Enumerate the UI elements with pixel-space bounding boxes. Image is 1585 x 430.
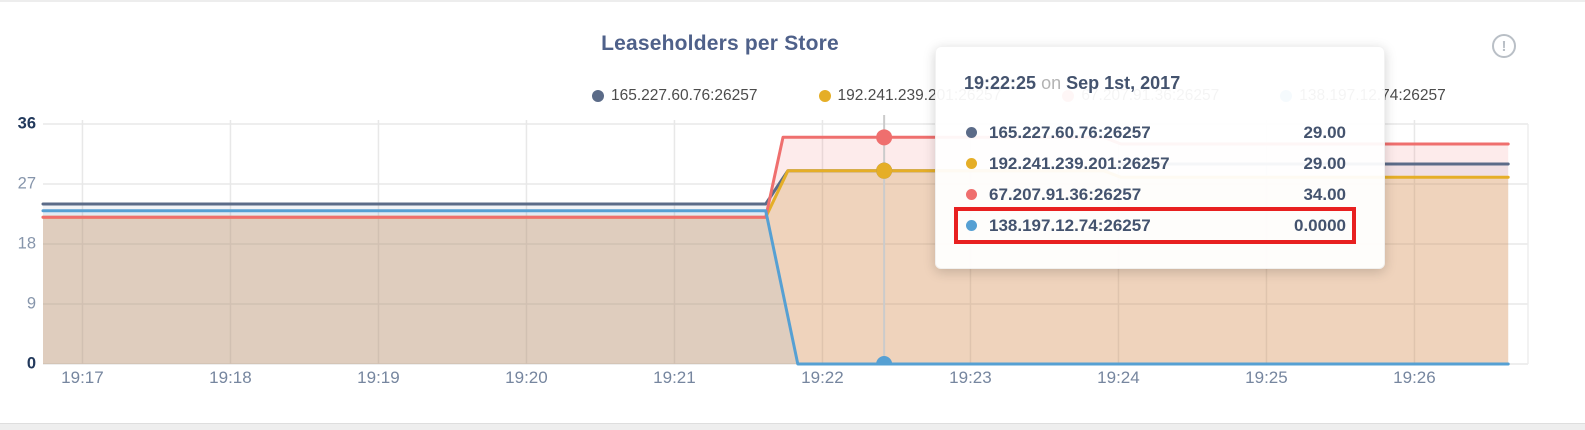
tooltip-series-label: 192.241.239.201:26257 — [989, 153, 1170, 173]
series-line — [41, 209, 1510, 366]
tooltip-row: 192.241.239.201:26257 29.00 — [960, 148, 1346, 179]
x-axis-label: 19:19 — [357, 368, 400, 387]
tooltip-series-value: 34.00 — [1303, 184, 1346, 204]
hover-dot — [876, 162, 893, 179]
y-axis-label: 9 — [26, 294, 36, 313]
x-axis-label: 19:18 — [209, 368, 252, 387]
hover-dot — [876, 129, 893, 146]
tooltip-series-value: 29.00 — [1303, 122, 1346, 142]
legend-series-label: 165.227.60.76:26257 — [611, 87, 758, 104]
hover-dots — [876, 129, 893, 364]
y-axis-label: 0 — [26, 354, 36, 373]
tooltip-time: 19:22:25 — [964, 73, 1037, 93]
x-axis-label: 19:20 — [505, 368, 548, 387]
tooltip-series-label: 165.227.60.76:26257 — [989, 122, 1151, 142]
x-axis-label: 19:17 — [61, 368, 104, 387]
x-axis-label: 19:26 — [1393, 368, 1436, 387]
tooltip-series-dot — [966, 189, 977, 200]
hover-dot — [876, 356, 893, 364]
tooltip-row-highlighted: 138.197.12.74:26257 0.0000 — [954, 207, 1356, 244]
y-axis-label: 18 — [17, 234, 36, 253]
info-icon-glyph: ! — [1501, 37, 1507, 55]
hover-tooltip: 19:22:25 on Sep 1st, 2017 165.227.60.76:… — [935, 46, 1385, 269]
x-axis-label: 19:23 — [949, 368, 992, 387]
tooltip-series-dot — [966, 127, 977, 138]
legend-series-dot — [818, 90, 831, 102]
panel-bottom-divider — [0, 423, 1585, 430]
tooltip-header: 19:22:25 on Sep 1st, 2017 — [964, 73, 1180, 94]
y-axis-label: 27 — [17, 174, 36, 193]
tooltip-series-value: 0.0000 — [1294, 215, 1346, 235]
x-axis-label: 19:22 — [801, 368, 844, 387]
tooltip-series-dot — [966, 220, 977, 231]
y-axis-label: 36 — [17, 114, 36, 133]
x-axis-label: 19:24 — [1097, 368, 1140, 387]
chart-title: Leaseholders per Store — [601, 32, 839, 55]
tooltip-row: 165.227.60.76:26257 29.00 — [960, 117, 1346, 148]
info-icon[interactable]: ! — [1492, 34, 1516, 58]
legend-item[interactable]: 165.227.60.76:26257 — [592, 87, 758, 105]
tooltip-date: Sep 1st, 2017 — [1066, 73, 1181, 93]
tooltip-series-label: 138.197.12.74:26257 — [989, 215, 1151, 235]
tooltip-on-word: on — [1041, 73, 1062, 93]
x-axis-label: 19:25 — [1245, 368, 1288, 387]
tooltip-series-dot — [966, 158, 977, 169]
series-area — [43, 210, 1509, 364]
tooltip-rows: 165.227.60.76:26257 29.00 192.241.239.201:… — [954, 117, 1356, 244]
tooltip-series-label: 67.207.91.36:26257 — [989, 184, 1142, 204]
x-axis-label: 19:21 — [653, 368, 696, 387]
legend-series-dot — [592, 90, 604, 102]
tooltip-series-value: 29.00 — [1303, 153, 1346, 173]
tooltip-row: 67.207.91.36:26257 34.00 — [960, 179, 1346, 210]
